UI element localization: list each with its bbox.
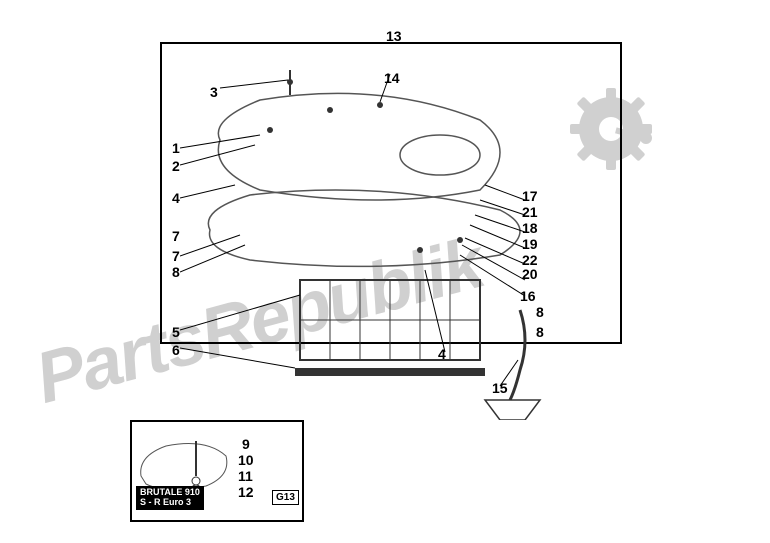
callout-6: 6 [172,342,180,358]
callout-17: 17 [522,188,538,204]
callout-9: 9 [242,436,250,452]
parts-diagram: PartsRepublik [0,0,770,543]
callout-10: 10 [238,452,254,468]
g-reference-label: G13 [272,490,299,505]
callout-15: 15 [492,380,508,396]
callout-5: 5 [172,324,180,340]
callout-20: 20 [522,266,538,282]
callout-18: 18 [522,220,538,236]
callout-7: 7 [172,248,180,264]
callout-11: 11 [238,468,253,484]
callout-7b: 7 [172,228,180,244]
callout-3: 3 [210,84,218,100]
callout-13: 13 [386,28,402,44]
callout-2: 2 [172,158,180,174]
callout-8b: 8 [536,304,544,320]
callout-8c: 8 [536,324,544,340]
inset-label-line2: S - R Euro 3 [140,498,200,508]
callout-12: 12 [238,484,254,500]
callout-16: 16 [520,288,536,304]
callout-1: 1 [172,140,180,156]
callout-19: 19 [522,236,538,252]
callout-4b: 4 [438,346,446,362]
callout-4: 4 [172,190,180,206]
callout-8: 8 [172,264,180,280]
callout-14: 14 [384,70,400,86]
inset-model-label: BRUTALE 910 S - R Euro 3 [136,486,204,510]
callout-21: 21 [522,204,538,220]
callout-22: 22 [522,252,538,268]
